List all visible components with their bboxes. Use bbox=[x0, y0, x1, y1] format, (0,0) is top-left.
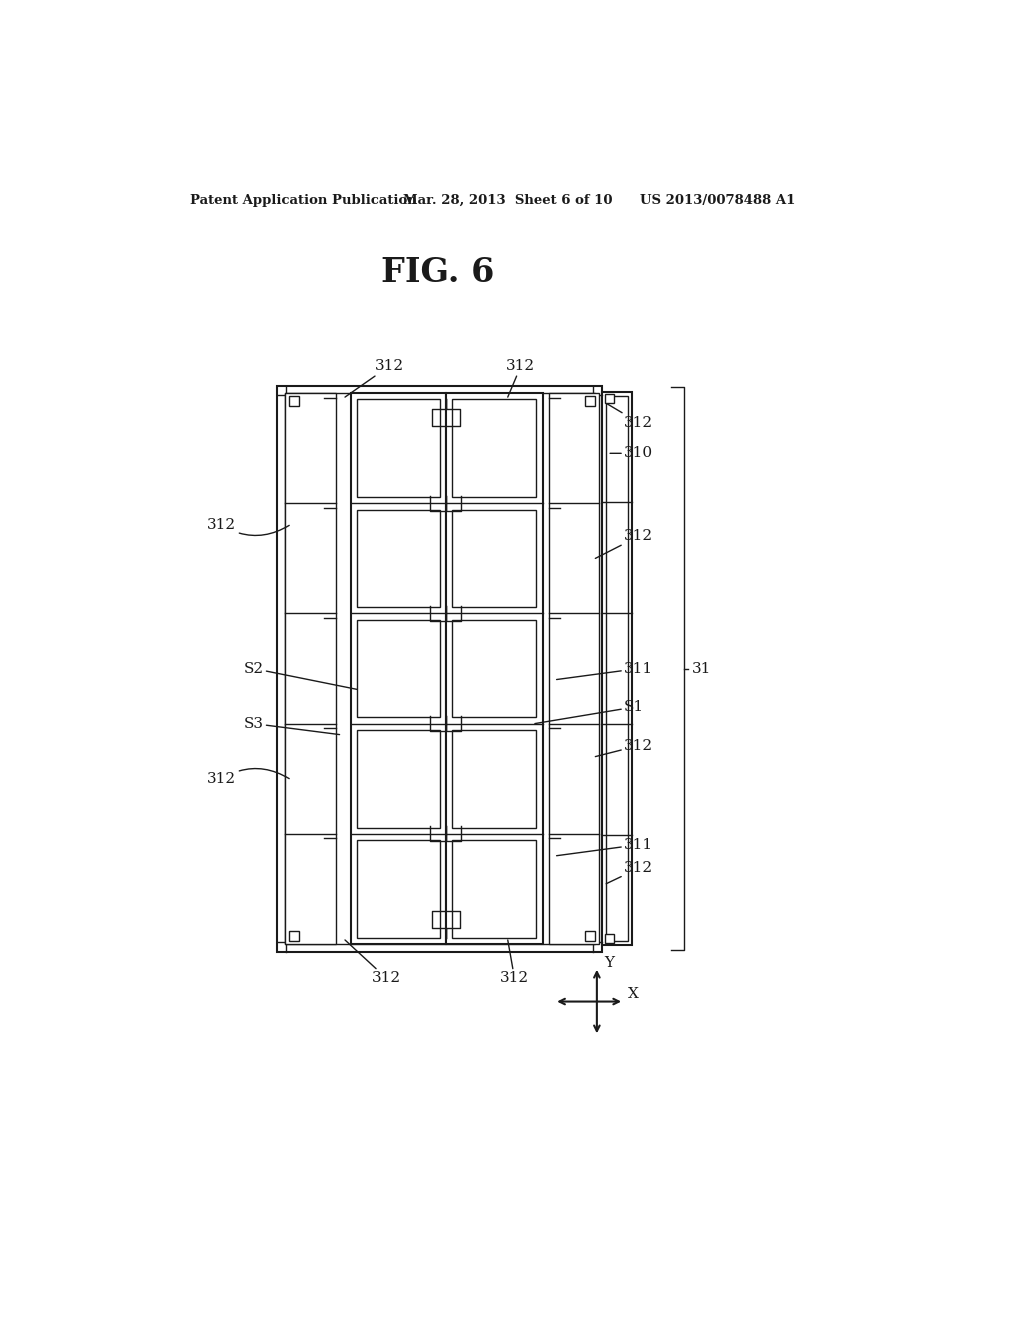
Bar bbox=[289, 396, 299, 407]
Text: 311: 311 bbox=[557, 838, 653, 855]
Text: Patent Application Publication: Patent Application Publication bbox=[190, 194, 417, 207]
Text: 312: 312 bbox=[595, 739, 653, 756]
Bar bbox=[351, 393, 445, 944]
Bar bbox=[452, 510, 537, 607]
Bar bbox=[586, 931, 595, 941]
Text: 312: 312 bbox=[500, 940, 529, 986]
Text: 312: 312 bbox=[345, 940, 401, 986]
Text: X: X bbox=[628, 987, 639, 1001]
Text: S3: S3 bbox=[244, 717, 340, 735]
Bar bbox=[606, 396, 628, 941]
Text: 312: 312 bbox=[606, 404, 653, 429]
Text: Mar. 28, 2013  Sheet 6 of 10: Mar. 28, 2013 Sheet 6 of 10 bbox=[403, 194, 612, 207]
Bar bbox=[289, 931, 299, 941]
Text: 31: 31 bbox=[692, 661, 712, 676]
Text: 312: 312 bbox=[208, 519, 289, 536]
Text: 312: 312 bbox=[345, 359, 403, 397]
Bar bbox=[276, 385, 602, 952]
Bar bbox=[604, 395, 614, 404]
Text: 310: 310 bbox=[610, 446, 653, 461]
Bar bbox=[604, 933, 614, 942]
Text: 312: 312 bbox=[595, 529, 653, 558]
Bar bbox=[357, 840, 439, 937]
Bar bbox=[357, 730, 439, 828]
Bar bbox=[549, 393, 599, 944]
Text: 312: 312 bbox=[506, 359, 536, 397]
Text: 311: 311 bbox=[557, 661, 653, 680]
Text: US 2013/0078488 A1: US 2013/0078488 A1 bbox=[640, 194, 795, 207]
Bar bbox=[602, 392, 632, 945]
Bar bbox=[452, 730, 537, 828]
Bar bbox=[452, 619, 537, 718]
Bar bbox=[586, 396, 595, 407]
Bar bbox=[452, 840, 537, 937]
Bar bbox=[445, 393, 543, 944]
Text: 312: 312 bbox=[606, 862, 653, 884]
Bar bbox=[357, 400, 439, 498]
Bar bbox=[286, 393, 336, 944]
Bar bbox=[285, 393, 595, 944]
Bar bbox=[357, 619, 439, 718]
Text: S2: S2 bbox=[244, 661, 362, 690]
Bar bbox=[452, 400, 537, 498]
Text: 312: 312 bbox=[208, 768, 289, 785]
Text: S1: S1 bbox=[535, 700, 644, 723]
Text: Y: Y bbox=[604, 956, 614, 970]
Text: FIG. 6: FIG. 6 bbox=[381, 256, 495, 289]
Bar bbox=[357, 510, 439, 607]
